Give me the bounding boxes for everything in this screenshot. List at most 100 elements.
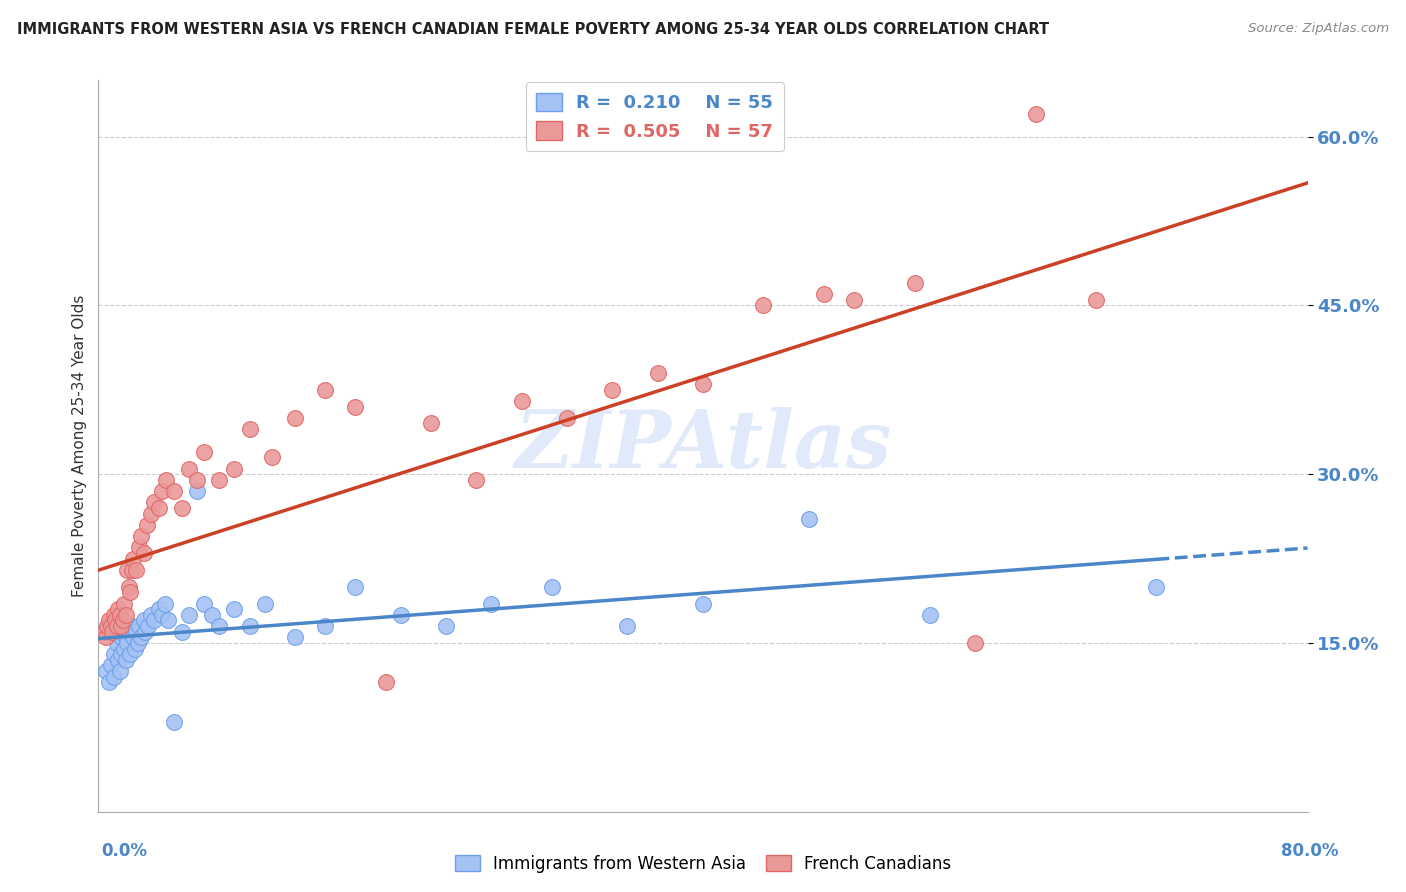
Point [122, 630, 145, 644]
Point [143, 495, 166, 509]
Point [344, 400, 367, 414]
Point [153, 597, 176, 611]
Point [128, 619, 150, 633]
Text: ZIPAtlas: ZIPAtlas [515, 408, 891, 484]
Point [103, 670, 125, 684]
Point [100, 658, 122, 673]
Point [179, 461, 201, 475]
Point [120, 585, 142, 599]
Point [128, 541, 150, 555]
Point [1144, 580, 1167, 594]
Point [132, 546, 155, 560]
Point [314, 619, 336, 633]
Point [314, 383, 336, 397]
Point [141, 607, 163, 622]
Point [120, 647, 142, 661]
Point [148, 602, 170, 616]
Point [208, 619, 231, 633]
Point [602, 383, 624, 397]
Point [239, 619, 262, 633]
Point [163, 714, 186, 729]
Point [141, 507, 163, 521]
Point [224, 602, 246, 616]
Point [1085, 293, 1108, 307]
Point [163, 483, 186, 498]
Point [114, 653, 136, 667]
Point [208, 473, 231, 487]
Point [284, 410, 307, 425]
Point [170, 500, 193, 515]
Point [111, 624, 134, 639]
Y-axis label: Female Poverty Among 25-34 Year Olds: Female Poverty Among 25-34 Year Olds [72, 295, 87, 597]
Point [904, 276, 927, 290]
Point [104, 614, 127, 628]
Point [107, 653, 129, 667]
Point [94, 630, 117, 644]
Point [136, 619, 159, 633]
Point [692, 597, 714, 611]
Point [108, 607, 131, 622]
Point [965, 636, 987, 650]
Point [103, 647, 125, 661]
Point [193, 444, 215, 458]
Point [110, 619, 132, 633]
Point [129, 630, 152, 644]
Point [186, 483, 208, 498]
Point [155, 473, 177, 487]
Point [253, 597, 276, 611]
Point [98, 675, 121, 690]
Point [110, 647, 132, 661]
Point [121, 619, 143, 633]
Legend: Immigrants from Western Asia, French Canadians: Immigrants from Western Asia, French Can… [449, 848, 957, 880]
Point [555, 410, 578, 425]
Point [96, 619, 118, 633]
Point [118, 624, 141, 639]
Point [100, 619, 122, 633]
Point [616, 619, 638, 633]
Point [124, 641, 146, 656]
Point [262, 450, 284, 465]
Point [844, 293, 866, 307]
Point [692, 377, 714, 392]
Point [752, 298, 775, 312]
Point [465, 473, 488, 487]
Point [114, 630, 136, 644]
Point [121, 563, 143, 577]
Point [374, 675, 396, 690]
Point [1024, 107, 1046, 121]
Point [170, 624, 193, 639]
Point [797, 512, 820, 526]
Point [647, 366, 669, 380]
Point [110, 630, 132, 644]
Point [201, 607, 224, 622]
Point [127, 636, 149, 650]
Point [125, 563, 148, 577]
Point [114, 607, 136, 622]
Point [150, 483, 173, 498]
Point [389, 607, 412, 622]
Point [93, 624, 115, 639]
Point [135, 517, 157, 532]
Point [118, 580, 141, 594]
Point [918, 607, 941, 622]
Point [150, 607, 173, 622]
Point [186, 473, 208, 487]
Point [143, 614, 166, 628]
Point [115, 636, 138, 650]
Point [105, 636, 128, 650]
Point [98, 614, 121, 628]
Point [344, 580, 367, 594]
Point [125, 624, 148, 639]
Point [134, 624, 156, 639]
Point [132, 614, 155, 628]
Point [107, 602, 129, 616]
Point [148, 500, 170, 515]
Point [103, 607, 125, 622]
Point [94, 664, 117, 678]
Point [112, 641, 135, 656]
Point [239, 422, 262, 436]
Point [122, 551, 145, 566]
Legend: R =  0.210    N = 55, R =  0.505    N = 57: R = 0.210 N = 55, R = 0.505 N = 57 [526, 82, 783, 152]
Point [112, 597, 135, 611]
Point [540, 580, 562, 594]
